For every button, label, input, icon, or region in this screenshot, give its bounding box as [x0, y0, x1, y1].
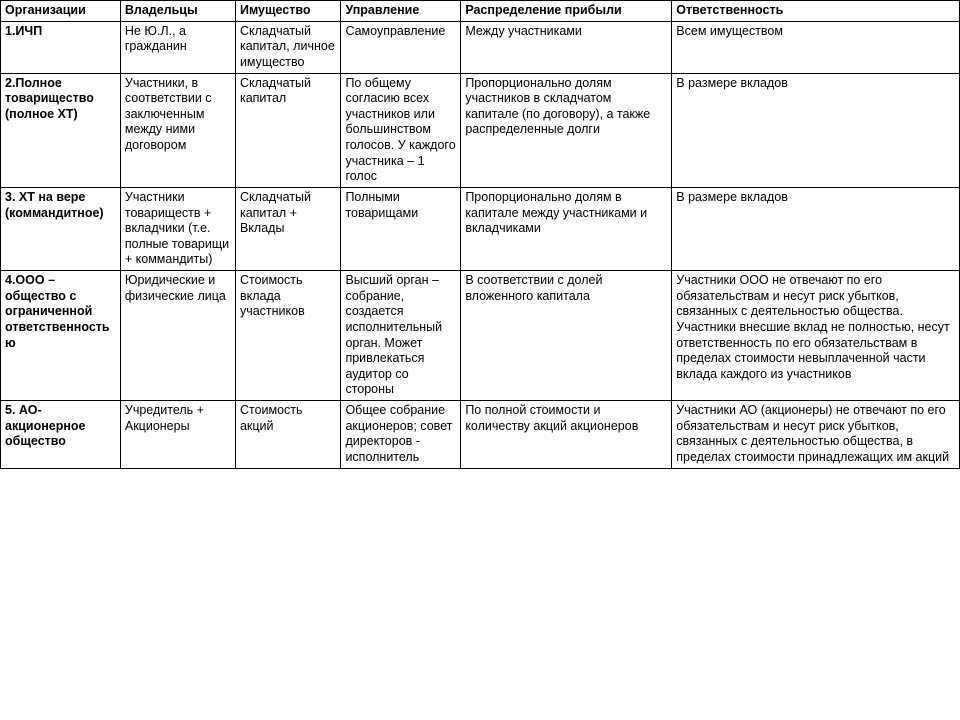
- cell-liab: Участники АО (акционеры) не отвечают по …: [672, 401, 960, 469]
- cell-org: 2.Полное товарищество (полное ХТ): [1, 73, 121, 187]
- cell-prop: Стоимость акций: [235, 401, 340, 469]
- cell-prop: Стоимость вклада участников: [235, 271, 340, 401]
- table-row: 5. АО- акционерное общество Учредитель +…: [1, 401, 960, 469]
- cell-profit: В соответствии с долей вложенного капита…: [461, 271, 672, 401]
- org-table: Организации Владельцы Имущество Управлен…: [0, 0, 960, 469]
- cell-prop: Складчатый капитал: [235, 73, 340, 187]
- table-row: 2.Полное товарищество (полное ХТ) Участн…: [1, 73, 960, 187]
- cell-mgmt: По общему согласию всех участников или б…: [341, 73, 461, 187]
- cell-liab: Всем имуществом: [672, 21, 960, 73]
- cell-own: Участники, в соответствии с заключенным …: [120, 73, 235, 187]
- cell-org: 5. АО- акционерное общество: [1, 401, 121, 469]
- cell-mgmt: Полными товарищами: [341, 187, 461, 270]
- cell-prop: Складчатый капитал, личное имущество: [235, 21, 340, 73]
- table-row: 3. ХТ на вере (коммандитное) Участники т…: [1, 187, 960, 270]
- col-header-profit: Распределение прибыли: [461, 1, 672, 22]
- cell-profit: Пропорционально долям в капитале между у…: [461, 187, 672, 270]
- cell-own: Участники товариществ + вкладчики (т.е. …: [120, 187, 235, 270]
- cell-prop: Складчатый капитал + Вклады: [235, 187, 340, 270]
- cell-liab: В размере вкладов: [672, 187, 960, 270]
- col-header-mgmt: Управление: [341, 1, 461, 22]
- cell-org: 4.ООО – общество с ограниченной ответств…: [1, 271, 121, 401]
- cell-mgmt: Высший орган – собрание, создается испол…: [341, 271, 461, 401]
- cell-profit: Пропорционально долям участников в склад…: [461, 73, 672, 187]
- cell-liab: Участники ООО не отвечают по его обязате…: [672, 271, 960, 401]
- col-header-liab: Ответственность: [672, 1, 960, 22]
- table-header-row: Организации Владельцы Имущество Управлен…: [1, 1, 960, 22]
- cell-mgmt: Самоуправление: [341, 21, 461, 73]
- col-header-prop: Имущество: [235, 1, 340, 22]
- cell-liab: В размере вкладов: [672, 73, 960, 187]
- cell-org: 1.ИЧП: [1, 21, 121, 73]
- col-header-own: Владельцы: [120, 1, 235, 22]
- table-row: 1.ИЧП Не Ю.Л., а гражданин Складчатый ка…: [1, 21, 960, 73]
- cell-own: Учредитель + Акционеры: [120, 401, 235, 469]
- cell-profit: По полной стоимости и количеству акций а…: [461, 401, 672, 469]
- col-header-org: Организации: [1, 1, 121, 22]
- table-row: 4.ООО – общество с ограниченной ответств…: [1, 271, 960, 401]
- cell-profit: Между участниками: [461, 21, 672, 73]
- cell-mgmt: Общее собрание акционеров; совет директо…: [341, 401, 461, 469]
- cell-own: Не Ю.Л., а гражданин: [120, 21, 235, 73]
- cell-org: 3. ХТ на вере (коммандитное): [1, 187, 121, 270]
- cell-own: Юридические и физические лица: [120, 271, 235, 401]
